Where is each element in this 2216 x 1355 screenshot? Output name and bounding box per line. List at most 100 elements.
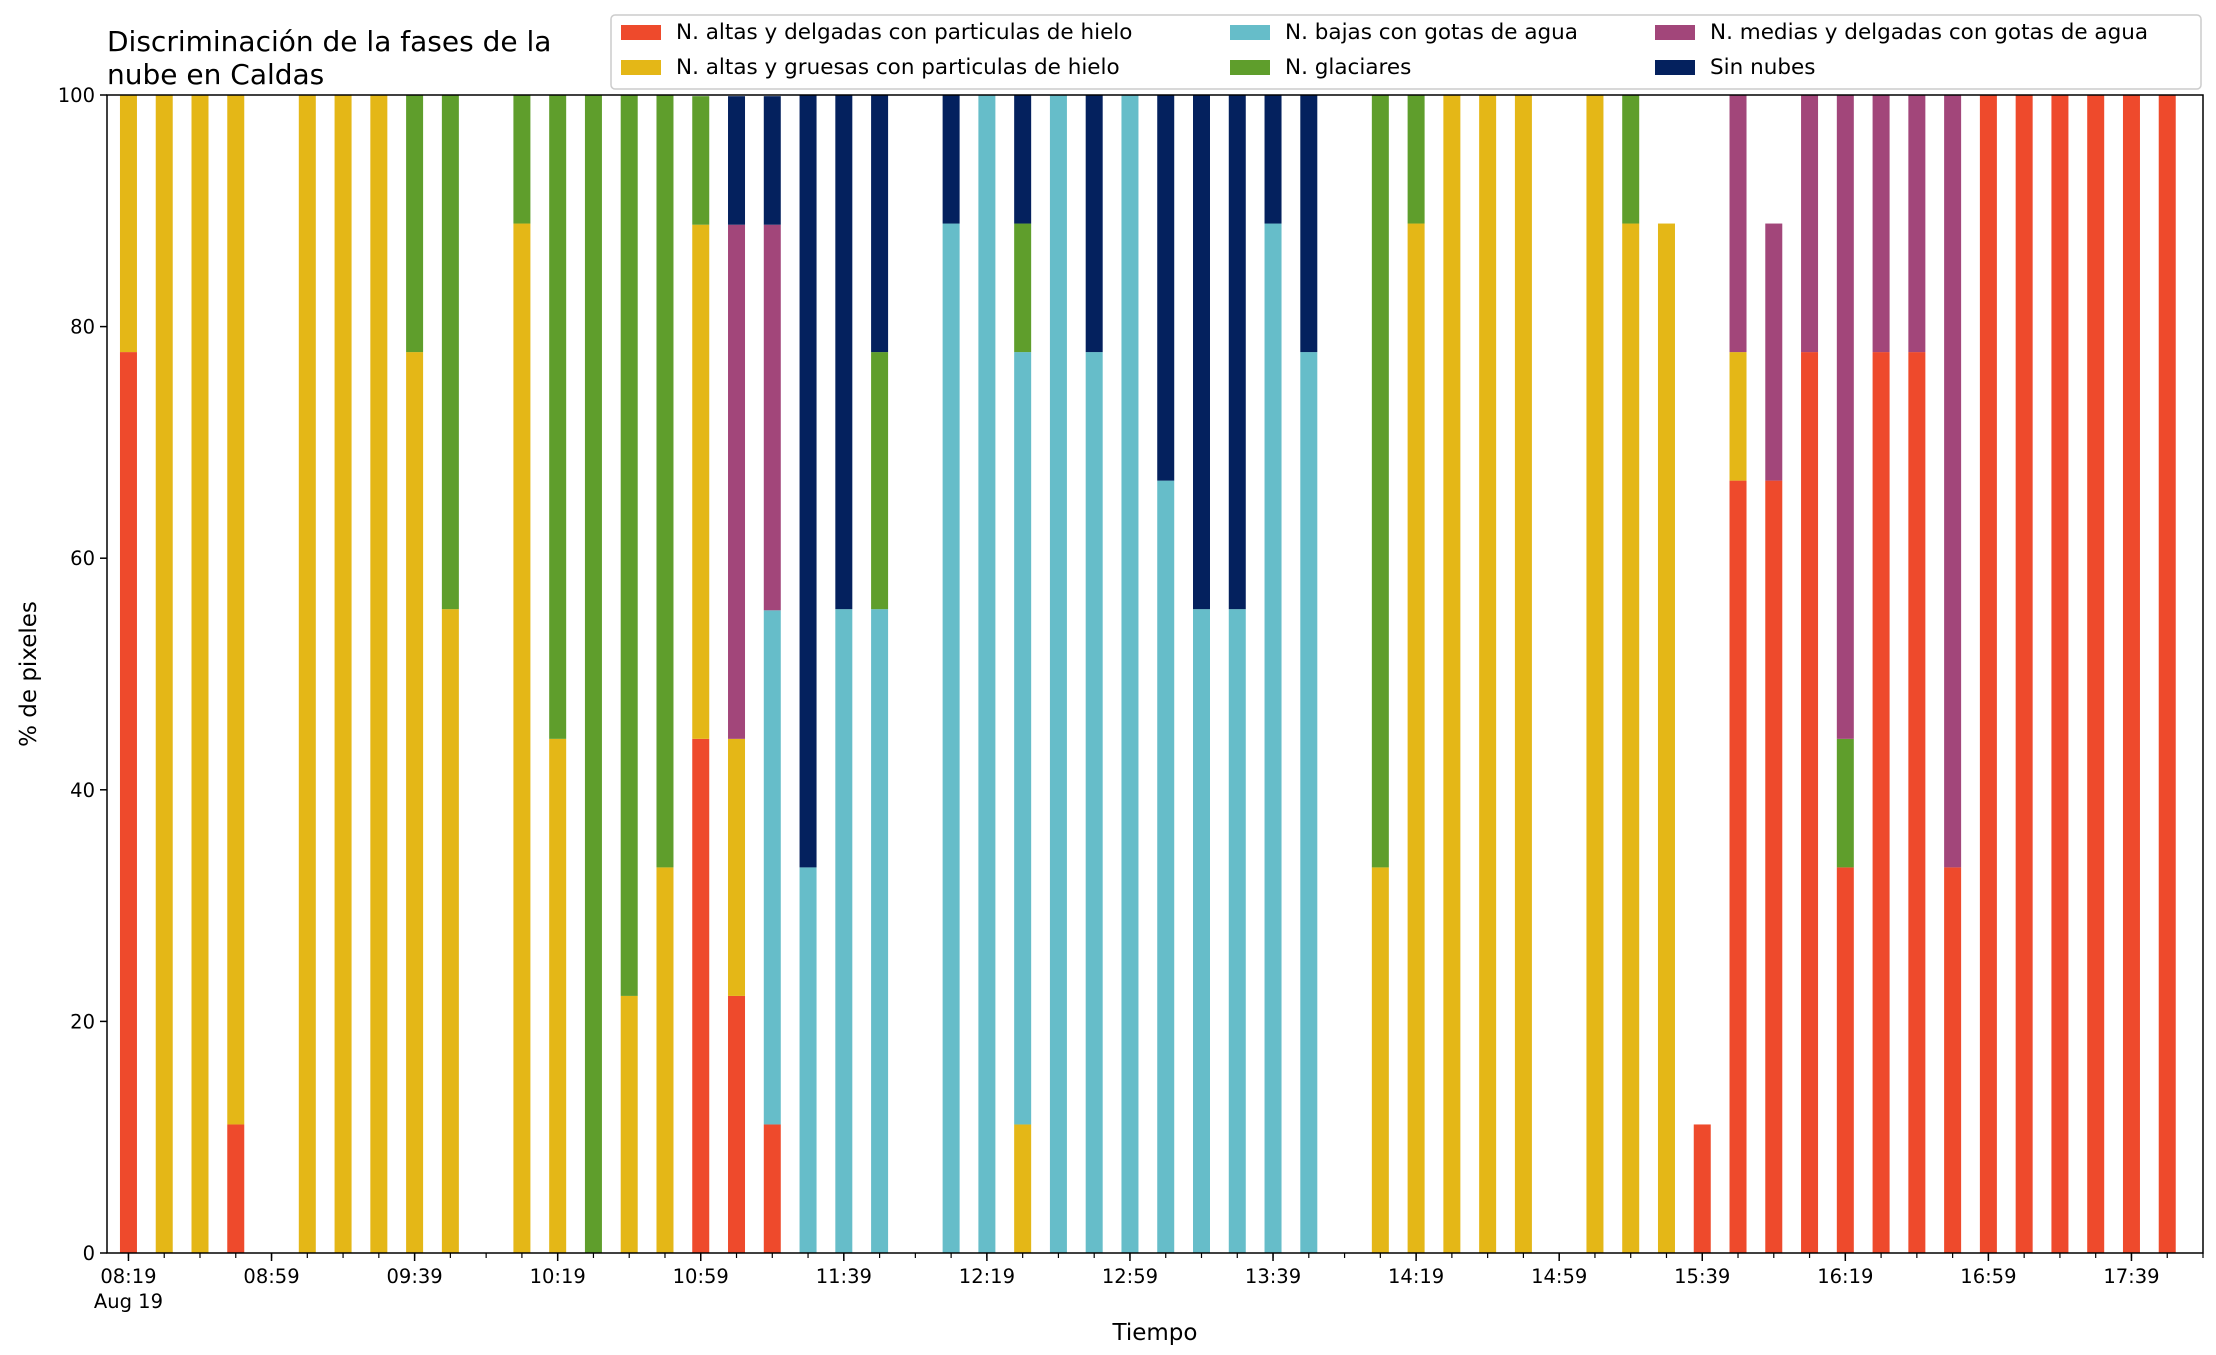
bar-segment-2-t30 — [227, 95, 245, 1125]
bar-segment-3-t200 — [835, 609, 853, 1253]
bar-segment-3-t210 — [871, 609, 889, 1253]
legend: N. altas y delgadas con particulas de hi… — [610, 14, 2202, 90]
bar-segment-6-t200 — [835, 95, 853, 610]
y-tick-label: 80 — [70, 316, 95, 339]
bar-segment-4-t160 — [692, 96, 710, 225]
x-tick-label: 09:39 — [387, 1265, 443, 1288]
bar-segment-1-t490 — [1872, 352, 1890, 1254]
y-tick-label: 40 — [70, 779, 95, 802]
legend-label-1: N. altas y delgadas con particulas de hi… — [676, 20, 1132, 45]
bar-segment-2-t250 — [1014, 1124, 1032, 1253]
legend-swatch-2 — [621, 60, 661, 75]
bar-segment-2-t60 — [334, 95, 352, 1253]
bar-segment-5-t470 — [1801, 95, 1819, 353]
bar-segment-1-t30 — [227, 1124, 245, 1253]
x-tick-label: 08:19 — [100, 1265, 156, 1288]
bar-segment-4-t210 — [871, 352, 889, 610]
bar-segment-6-t210 — [871, 95, 889, 353]
bar-segment-2-t90 — [441, 609, 459, 1253]
bar-segment-3-t190 — [799, 867, 817, 1253]
bar-segment-1-t440 — [1693, 1124, 1711, 1253]
bar-segment-1-t530 — [2015, 95, 2033, 1253]
bar-segment-4-t90 — [441, 95, 459, 610]
bar-segment-6-t320 — [1264, 95, 1282, 224]
bar-segment-1-t570 — [2158, 95, 2176, 1253]
legend-label-2: N. altas y gruesas con particulas de hie… — [676, 55, 1120, 80]
chart-title-line-2: nube en Caldas — [107, 58, 324, 91]
bar-segment-6-t290 — [1157, 95, 1175, 481]
bar-segment-1-t470 — [1801, 352, 1819, 1254]
x-tick-label: 12:19 — [959, 1265, 1015, 1288]
y-tick-label: 20 — [70, 1010, 95, 1033]
legend-swatch-5 — [1655, 25, 1695, 40]
bar-segment-6-t250 — [1014, 95, 1032, 224]
bar-segment-4-t480 — [1836, 738, 1854, 868]
bar-segment-2-t390 — [1514, 95, 1532, 1253]
bar-segment-2-t140 — [620, 995, 638, 1253]
x-tick-label: 11:39 — [816, 1265, 872, 1288]
bar-segment-4-t420 — [1622, 95, 1640, 224]
bar-segment-1-t450 — [1729, 480, 1747, 1253]
bar-segment-2-t380 — [1479, 95, 1497, 1253]
bar-segment-5-t170 — [728, 224, 746, 739]
legend-swatch-1 — [621, 25, 661, 40]
x-axis-label: Tiempo — [1112, 1320, 1198, 1346]
bar-segment-2-t450 — [1729, 352, 1747, 481]
x-tick-label: 16:19 — [1817, 1265, 1873, 1288]
bar-segment-6-t190 — [799, 95, 817, 868]
x-tick-label: 14:19 — [1388, 1265, 1444, 1288]
bar-segment-2-t10 — [155, 95, 173, 1253]
bar-segment-4-t80 — [406, 95, 424, 353]
bar-segment-3-t320 — [1264, 223, 1282, 1253]
bar-segment-1-t510 — [1944, 867, 1962, 1253]
bar-segment-5-t180 — [763, 224, 781, 611]
bar-segment-1-t170 — [728, 995, 746, 1253]
bar-segment-3-t180 — [763, 610, 781, 1125]
bar-segment-4-t360 — [1407, 95, 1425, 224]
bar-segment-1-t460 — [1765, 480, 1783, 1253]
bar-segment-1-t180 — [763, 1124, 781, 1253]
x-tick-sublabel: Aug 19 — [94, 1290, 163, 1313]
bar-segment-1-t480 — [1836, 867, 1854, 1253]
bar-segment-1-t560 — [2122, 95, 2140, 1253]
bar-segment-5-t490 — [1872, 95, 1890, 353]
bar-segment-4-t150 — [656, 95, 674, 868]
bar-segment-6-t310 — [1228, 95, 1246, 610]
bar-segment-4-t350 — [1371, 95, 1389, 868]
x-tick-label: 13:39 — [1245, 1265, 1301, 1288]
bar-segment-3-t260 — [1049, 95, 1067, 1253]
legend-swatch-6 — [1655, 60, 1695, 75]
legend-swatch-4 — [1230, 60, 1270, 75]
bar-segment-3-t230 — [942, 223, 960, 1253]
bar-segment-5-t450 — [1729, 95, 1747, 353]
bar-segment-2-t410 — [1586, 95, 1604, 1253]
bar-segment-2-t360 — [1407, 223, 1425, 1253]
bar-segment-1-t550 — [2087, 95, 2105, 1253]
x-tick-label: 15:39 — [1674, 1265, 1730, 1288]
bar-segment-6-t330 — [1300, 95, 1318, 353]
bar-segment-2-t70 — [370, 95, 388, 1253]
legend-label-3: N. bajas con gotas de agua — [1285, 20, 1578, 45]
bar-segment-3-t310 — [1228, 609, 1246, 1253]
bar-segment-5-t500 — [1908, 95, 1926, 353]
bar-segment-2-t370 — [1443, 95, 1461, 1253]
bar-segment-1-t540 — [2051, 95, 2069, 1253]
legend-label-6: Sin nubes — [1710, 55, 1815, 80]
bar-segment-2-t20 — [191, 95, 209, 1253]
bar-segment-2-t430 — [1657, 223, 1675, 1253]
bar-segment-1-t0 — [119, 352, 137, 1254]
x-tick-label: 12:59 — [1102, 1265, 1158, 1288]
x-tick-label: 17:39 — [2103, 1265, 2159, 1288]
bar-segment-5-t510 — [1944, 95, 1962, 868]
bar-segment-2-t170 — [728, 738, 746, 996]
bar-segment-5-t480 — [1836, 95, 1854, 739]
legend-frame — [610, 14, 2202, 90]
bar-segment-6-t300 — [1193, 95, 1210, 610]
bar-segment-4-t130 — [584, 95, 602, 1253]
y-axis: 0 20 40 60 80 100 — [58, 84, 107, 1265]
bar-segment-6-t270 — [1085, 95, 1103, 353]
y-tick-label: 0 — [83, 1242, 95, 1265]
bar-segment-6-t230 — [942, 95, 960, 224]
